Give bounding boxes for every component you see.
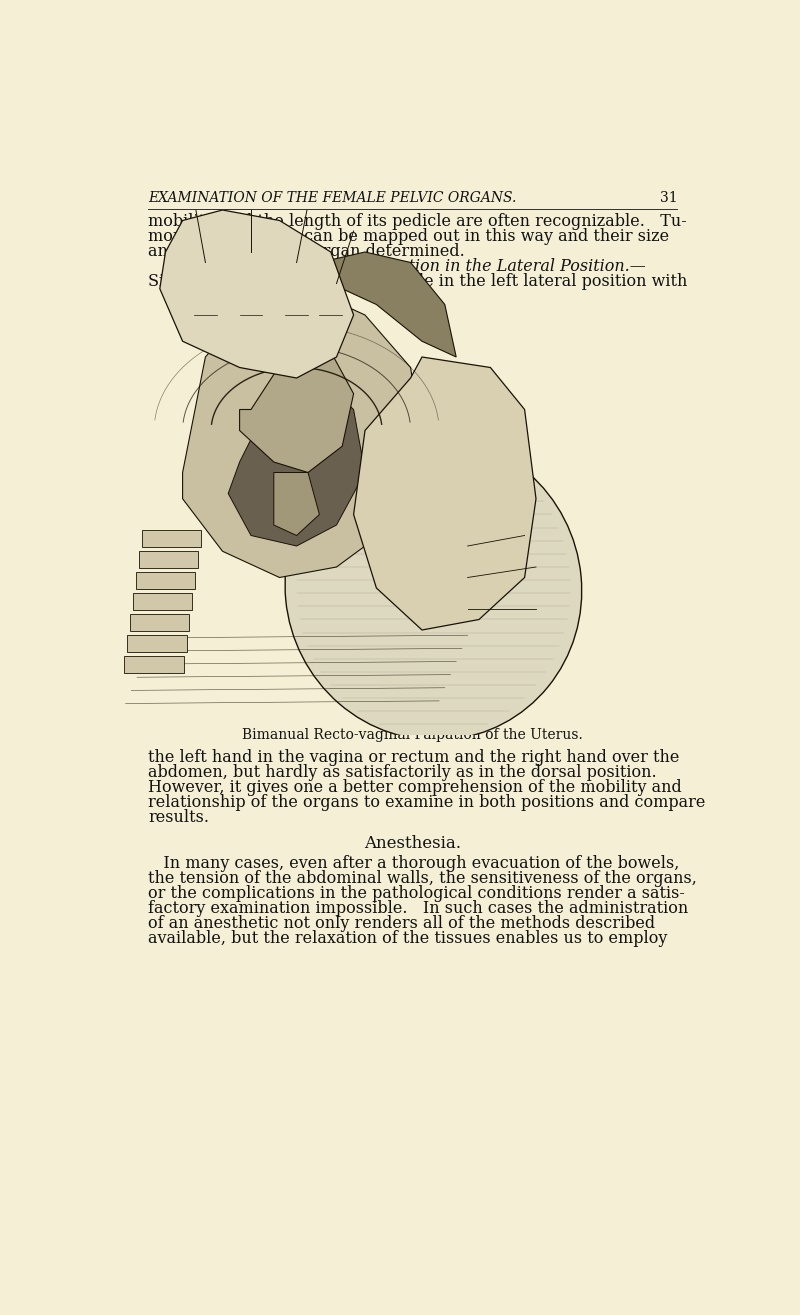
Text: EXAMINATION OF THE FEMALE PELVIC ORGANS.: EXAMINATION OF THE FEMALE PELVIC ORGANS. <box>148 192 517 205</box>
Text: the tension of the abdominal walls, the sensitiveness of the organs,: the tension of the abdominal walls, the … <box>148 869 697 886</box>
FancyBboxPatch shape <box>162 320 604 723</box>
Text: Anesthesia.: Anesthesia. <box>364 835 462 852</box>
Text: the left hand in the vagina or rectum and the right hand over the: the left hand in the vagina or rectum an… <box>148 750 679 767</box>
FancyBboxPatch shape <box>138 551 198 568</box>
FancyBboxPatch shape <box>130 614 190 631</box>
Text: results.: results. <box>148 809 209 826</box>
FancyBboxPatch shape <box>136 572 195 589</box>
Text: mors of the uterus can be mapped out in this way and their size: mors of the uterus can be mapped out in … <box>148 227 669 245</box>
Text: abdomen, but hardly as satisfactorily as in the dorsal position.: abdomen, but hardly as satisfactorily as… <box>148 764 657 781</box>
Polygon shape <box>308 252 456 356</box>
Text: mobility, and the length of its pedicle are often recognizable.   Tu-: mobility, and the length of its pedicle … <box>148 213 686 230</box>
FancyBboxPatch shape <box>127 635 186 652</box>
FancyBboxPatch shape <box>142 530 201 547</box>
Polygon shape <box>354 356 536 630</box>
Text: of an anesthetic not only renders all of the methods described: of an anesthetic not only renders all of… <box>148 915 655 932</box>
Text: and relations to the organ determined.: and relations to the organ determined. <box>148 242 465 259</box>
Text: Fig. 13.: Fig. 13. <box>385 295 441 309</box>
Polygon shape <box>240 351 354 472</box>
Text: or the complications in the pathological conditions render a satis-: or the complications in the pathological… <box>148 885 685 902</box>
FancyBboxPatch shape <box>125 656 184 673</box>
Polygon shape <box>274 472 319 535</box>
Text: 31: 31 <box>660 192 678 205</box>
Text: In many cases, even after a thorough evacuation of the bowels,: In many cases, even after a thorough eva… <box>148 855 679 872</box>
Text: factory examination impossible.   In such cases the administration: factory examination impossible. In such … <box>148 899 688 917</box>
Text: relationship of the organs to examine in both positions and compare: relationship of the organs to examine in… <box>148 794 706 811</box>
Text: available, but the relaxation of the tissues enables us to employ: available, but the relaxation of the tis… <box>148 930 667 947</box>
Text: Similar examinations may be made in the left lateral position with: Similar examinations may be made in the … <box>148 272 687 289</box>
Ellipse shape <box>285 435 582 740</box>
Text: However, it gives one a better comprehension of the mobility and: However, it gives one a better comprehen… <box>148 780 682 797</box>
Text: Bimanual Recto-vaginal Palpation of the Uterus.: Bimanual Recto-vaginal Palpation of the … <box>242 729 583 742</box>
Polygon shape <box>160 210 354 377</box>
Polygon shape <box>182 289 422 577</box>
Text: Digital and Bimanual Examination in the Lateral Position.—: Digital and Bimanual Examination in the … <box>162 258 646 275</box>
Polygon shape <box>228 377 365 546</box>
FancyBboxPatch shape <box>133 593 192 610</box>
